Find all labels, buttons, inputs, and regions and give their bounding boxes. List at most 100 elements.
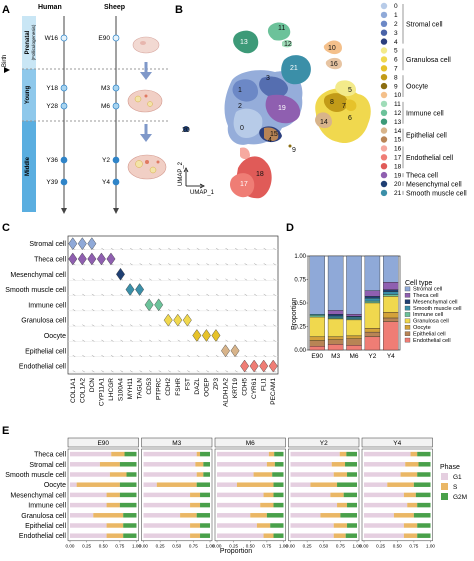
phase-bar-segment xyxy=(263,533,274,538)
violin-stub xyxy=(129,355,133,357)
phase-bar-segment xyxy=(273,482,284,487)
sheep-axis-arrow-icon xyxy=(113,208,119,214)
phase-xtick: 0.00 xyxy=(213,543,222,548)
umap-label-2: 2 xyxy=(238,103,242,110)
phase-bar-segment xyxy=(106,523,124,528)
violin-stub xyxy=(120,355,124,357)
stacked-bar-legend-swatch xyxy=(404,312,411,317)
phase-bar-segment xyxy=(347,523,357,528)
violin-shape xyxy=(106,252,116,266)
violin-stub xyxy=(234,263,238,266)
umap-axis-y-arrow-icon xyxy=(183,167,189,173)
stacked-bar-legend-label: Oocyte xyxy=(413,325,431,331)
violin-stub xyxy=(82,309,85,312)
phase-xtick: 0.50 xyxy=(393,543,402,548)
umap-legend-swatch xyxy=(380,2,388,10)
violin-stub xyxy=(206,293,210,296)
umap-legend-group: Oocyte xyxy=(406,84,428,91)
umap-legend-id: 7 xyxy=(394,66,398,73)
phase-xtick: 0.50 xyxy=(172,543,181,548)
violin-gene-label: CD53 xyxy=(146,378,153,395)
phase-bar-segment xyxy=(346,451,357,457)
umap-cluster-15 xyxy=(264,127,279,141)
ovary-middle-icon xyxy=(127,154,167,180)
umap-cluster-7 xyxy=(346,99,357,111)
phase-bar-segment xyxy=(263,492,274,498)
violin-stub xyxy=(263,339,267,342)
phase-bar-segment xyxy=(268,451,275,457)
violin-stub xyxy=(254,293,257,296)
violin-shape xyxy=(240,359,250,373)
violin-gene-label: CYR61 xyxy=(251,378,258,399)
violin-stub xyxy=(234,339,238,342)
phase-bar-segment xyxy=(190,533,201,538)
phase-xtick: 1.00 xyxy=(206,543,215,548)
violin-stub xyxy=(139,339,143,342)
phase-bar-segment xyxy=(343,492,357,498)
umap-legend-id: 11 xyxy=(394,101,401,108)
umap-legend-id: 1 xyxy=(394,12,398,19)
stacked-bar-segment xyxy=(383,291,399,295)
umap-legend-swatch xyxy=(380,189,388,197)
phase-bar-segment xyxy=(70,451,112,457)
follicle-icon xyxy=(149,166,157,174)
phase-bar-segment xyxy=(106,533,124,538)
umap-cluster-0 xyxy=(233,108,263,138)
umap-cluster-21 xyxy=(281,55,311,85)
phase-bar-segment xyxy=(290,533,334,538)
violin-stub xyxy=(101,247,105,250)
phase-bar-segment xyxy=(123,513,137,518)
violin-row-label: Granulosa cell xyxy=(21,318,66,325)
phase-xtick: 0.50 xyxy=(99,543,108,548)
stacked-bar-legend-swatch xyxy=(404,331,411,336)
umap-legend-swatch xyxy=(380,127,388,134)
phase-bar-segment xyxy=(111,451,125,457)
violin-stub xyxy=(273,278,276,281)
violin-stub xyxy=(263,263,267,266)
phase-legend-title: Phase xyxy=(440,464,460,471)
umap-legend-swatch xyxy=(380,74,388,81)
violin-stub xyxy=(187,247,190,250)
violin-stub xyxy=(263,355,267,357)
violin-stub xyxy=(206,370,210,373)
phase-bar-segment xyxy=(310,482,338,487)
phase-xtick: 0.25 xyxy=(303,543,312,548)
phase-bar-segment xyxy=(417,502,431,508)
violin-stub xyxy=(273,263,276,266)
phase-bar-segment xyxy=(364,533,404,538)
violin-stub xyxy=(254,247,257,250)
phase-bar-segment xyxy=(266,462,275,467)
umap-legend-swatch xyxy=(380,118,388,125)
umap-legend-swatch xyxy=(380,109,388,117)
birth-arrow-icon xyxy=(4,67,10,73)
violin-stub xyxy=(129,263,133,266)
violin-gene-label: FST xyxy=(184,378,191,390)
phase-bar-segment xyxy=(413,482,431,487)
phase-row-label: Endothelial cell xyxy=(19,533,67,540)
violin-gene-label: PECAM1 xyxy=(270,378,277,405)
umap-legend-group: Endothelial cell xyxy=(406,155,454,162)
violin-stub xyxy=(168,278,171,281)
violin-stub xyxy=(91,355,95,357)
umap-legend-id: 3 xyxy=(394,30,398,37)
phase-bar-segment xyxy=(273,492,284,498)
phase-bar-segment xyxy=(180,513,197,518)
phase-bar-segment xyxy=(387,482,414,487)
sheep-timepoint-label: M6 xyxy=(101,103,110,110)
phase-bar-segment xyxy=(200,523,210,528)
violin-stub xyxy=(215,324,219,327)
phase-bar-segment xyxy=(417,533,431,538)
phase-bar-segment xyxy=(109,472,127,477)
umap-xlabel: UMAP_1 xyxy=(190,190,215,196)
phase-bar-segment xyxy=(217,482,237,487)
phase-bar-segment xyxy=(143,462,196,467)
stacked-bar-segment xyxy=(327,336,344,340)
stacked-bar-ylabel: Proportion xyxy=(291,298,298,330)
violin-stub xyxy=(91,309,95,312)
violin-stub xyxy=(273,324,276,327)
stacked-bar-legend-swatch xyxy=(404,305,411,311)
violin-stub xyxy=(177,309,181,312)
violin-stub xyxy=(158,339,162,342)
umap-legend-swatch xyxy=(380,100,388,108)
violin-row-label: Smooth muscle cell xyxy=(5,287,66,294)
